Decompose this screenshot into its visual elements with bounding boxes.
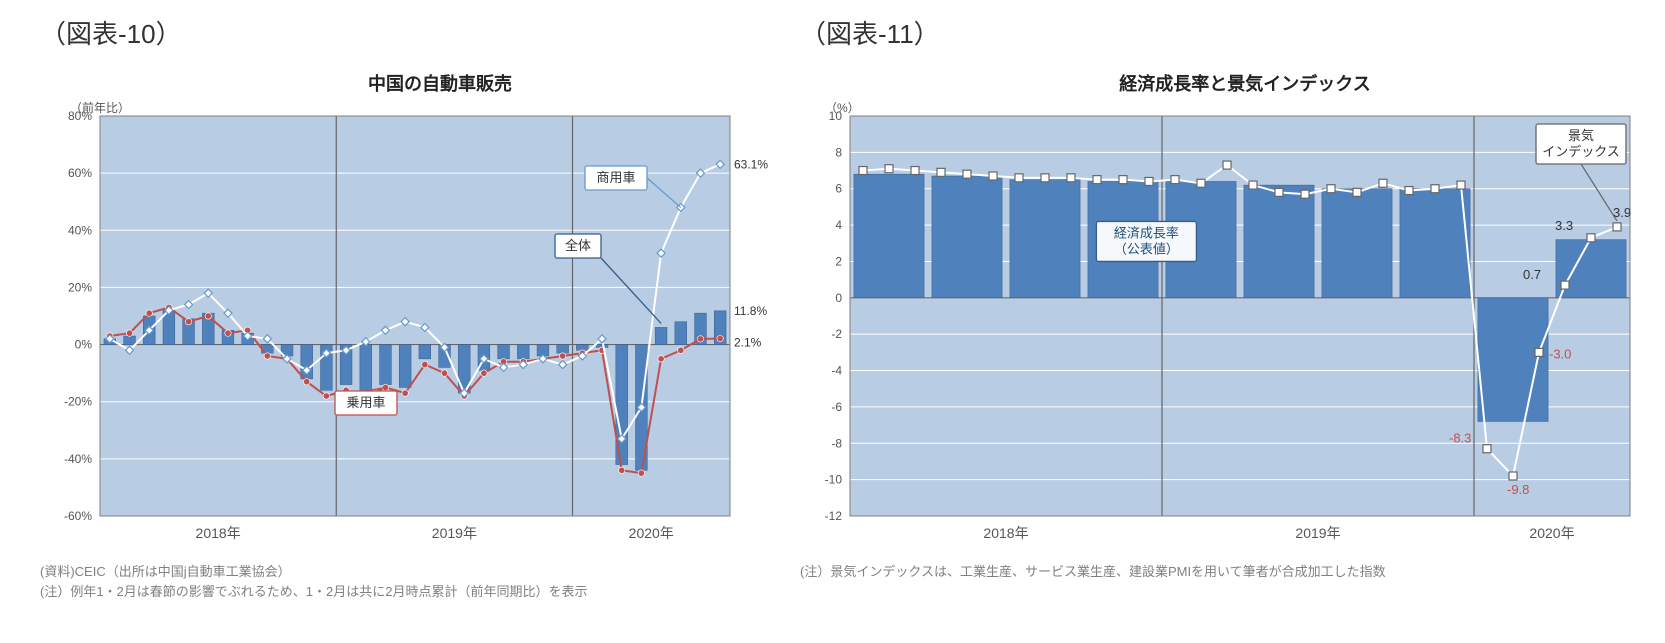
svg-text:6: 6 xyxy=(835,182,842,196)
svg-text:2020年: 2020年 xyxy=(629,525,674,541)
svg-text:-40%: -40% xyxy=(64,452,92,466)
right-chart-title: 経済成長率と景気インデックス xyxy=(860,70,1630,96)
svg-text:-12: -12 xyxy=(825,509,843,523)
svg-text:11.8%: 11.8% xyxy=(734,304,767,318)
left-chart-title: 中国の自動車販売 xyxy=(100,70,780,96)
svg-text:40%: 40% xyxy=(68,223,92,237)
svg-text:2019年: 2019年 xyxy=(432,525,477,541)
svg-text:（公表値）: （公表値） xyxy=(1114,241,1179,256)
svg-text:8: 8 xyxy=(835,145,842,159)
svg-text:-3.0: -3.0 xyxy=(1549,346,1571,361)
svg-text:全体: 全体 xyxy=(565,238,591,253)
svg-text:2: 2 xyxy=(835,254,842,268)
svg-text:-6: -6 xyxy=(831,400,842,414)
svg-text:2018年: 2018年 xyxy=(196,525,241,541)
svg-text:2019年: 2019年 xyxy=(1295,525,1340,541)
left-chart: 中国の自動車販売 （前年比）-60%-40%-20%0%20%40%60%80%… xyxy=(40,70,780,601)
svg-text:3.9: 3.9 xyxy=(1613,205,1631,220)
svg-text:20%: 20% xyxy=(68,280,92,294)
svg-text:80%: 80% xyxy=(68,109,92,123)
left-note-1: (資料)CEIC（出所は中国j自動車工業協会） xyxy=(40,562,780,582)
svg-text:-4: -4 xyxy=(831,364,842,378)
svg-text:-9.8: -9.8 xyxy=(1507,482,1529,497)
svg-text:景気: 景気 xyxy=(1568,128,1594,143)
svg-text:63.1%: 63.1% xyxy=(734,157,768,171)
svg-text:-8: -8 xyxy=(831,436,842,450)
svg-text:60%: 60% xyxy=(68,166,92,180)
svg-text:2020年: 2020年 xyxy=(1529,525,1574,541)
svg-text:2.1%: 2.1% xyxy=(734,336,762,350)
svg-text:-8.3: -8.3 xyxy=(1449,431,1471,446)
svg-text:2018年: 2018年 xyxy=(983,525,1028,541)
svg-text:-20%: -20% xyxy=(64,395,92,409)
svg-text:10: 10 xyxy=(829,109,843,123)
svg-text:商用車: 商用車 xyxy=(596,170,635,185)
left-note-2: (注）例年1・2月は春節の影響でぶれるため、1・2月は共に2月時点累計（前年同期… xyxy=(40,582,780,602)
svg-text:3.3: 3.3 xyxy=(1555,218,1573,233)
svg-text:乗用車: 乗用車 xyxy=(346,395,385,410)
svg-text:0: 0 xyxy=(835,291,842,305)
svg-text:4: 4 xyxy=(835,218,842,232)
svg-text:0.7: 0.7 xyxy=(1523,267,1541,282)
svg-text:-2: -2 xyxy=(831,327,842,341)
svg-text:0%: 0% xyxy=(75,338,93,352)
figure-11-label: （図表-11） xyxy=(800,14,940,51)
right-note-1: (注）景気インデックスは、工業生産、サービス業生産、建設業PMIを用いて筆者が合… xyxy=(800,562,1630,582)
figure-10-label: （図表-10） xyxy=(40,14,182,51)
svg-text:-60%: -60% xyxy=(64,509,92,523)
svg-text:-10: -10 xyxy=(825,473,843,487)
svg-text:インデックス: インデックス xyxy=(1542,144,1620,159)
right-chart: 経済成長率と景気インデックス （%）-12-10-8-6-4-202468102… xyxy=(800,70,1630,582)
svg-text:経済成長率: 経済成長率 xyxy=(1114,225,1179,240)
